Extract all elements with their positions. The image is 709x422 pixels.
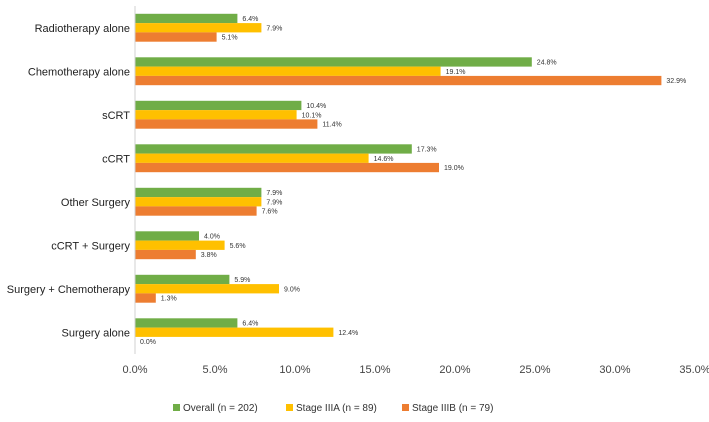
category-label: Other Surgery — [61, 197, 131, 209]
data-label: 5.9% — [234, 277, 250, 284]
data-label: 7.9% — [266, 190, 282, 197]
data-label: 19.1% — [446, 69, 466, 76]
bar — [135, 57, 532, 67]
data-label: 7.9% — [266, 199, 282, 206]
category-label: Surgery alone — [62, 327, 131, 339]
category-label: Surgery + Chemotherapy — [7, 284, 131, 296]
category-label: cCRT — [102, 153, 130, 165]
data-label: 1.3% — [161, 296, 177, 303]
bar — [135, 197, 262, 207]
legend-swatch — [402, 404, 409, 411]
data-label: 7.6% — [262, 209, 278, 216]
category-label: Radiotherapy alone — [35, 23, 130, 35]
data-label: 14.6% — [374, 156, 394, 163]
legend-label: Stage IIIA (n = 89) — [296, 403, 377, 414]
bars — [135, 13, 662, 337]
category-label: Chemotherapy alone — [28, 66, 130, 78]
category-label: cCRT + Surgery — [51, 240, 130, 252]
data-label: 24.8% — [537, 59, 557, 66]
bar — [135, 32, 217, 42]
x-tick-label: 5.0% — [202, 364, 227, 376]
bar — [135, 75, 662, 86]
bar — [135, 231, 199, 241]
data-label: 5.1% — [222, 35, 238, 42]
x-tick-label: 20.0% — [439, 364, 470, 376]
data-label: 19.0% — [444, 165, 464, 172]
bar — [135, 284, 279, 294]
data-label: 17.3% — [417, 146, 437, 153]
bar — [135, 187, 262, 198]
bar — [135, 110, 297, 120]
legend-swatch — [286, 404, 293, 411]
bar — [135, 249, 196, 260]
data-label: 5.6% — [230, 243, 246, 250]
bar — [135, 119, 318, 129]
bar — [135, 274, 230, 285]
bar — [135, 327, 334, 337]
x-axis-tick-labels: 0.0% 5.0% 10.0% 15.0% 20.0% 25.0% 30.0% 35.0% — [122, 364, 709, 376]
x-tick-label: 35.0% — [679, 364, 709, 376]
bar — [135, 100, 302, 111]
bar — [135, 162, 439, 173]
x-tick-label: 15.0% — [359, 364, 390, 376]
category-label: sCRT — [102, 110, 130, 122]
bar — [135, 23, 262, 33]
bar — [135, 144, 412, 154]
legend-label: Overall (n = 202) — [183, 403, 258, 414]
bar — [135, 153, 369, 163]
data-label: 10.1% — [302, 112, 322, 119]
data-label: 9.0% — [284, 286, 300, 293]
data-label: 32.9% — [666, 78, 686, 85]
category-labels: Radiotherapy alone Chemotherapy alone sCRT… — [7, 23, 131, 340]
data-label: 7.9% — [266, 25, 282, 32]
bar — [135, 318, 238, 328]
data-labels: 6.4% 7.9% 5.1% 24.8% 19.1% 32.9% 10.4% 10.1%11.… — [140, 16, 686, 346]
data-label: 11.4% — [322, 122, 341, 129]
data-label: 6.4% — [242, 320, 258, 327]
data-label: 12.4% — [338, 330, 358, 337]
bar — [135, 240, 225, 250]
x-tick-label: 10.0% — [279, 364, 310, 376]
x-tick-label: 25.0% — [519, 364, 550, 376]
data-label: 10.4% — [306, 103, 326, 110]
legend-swatch — [173, 404, 180, 411]
legend: Overall (n = 202) Stage IIIA (n = 89) Stag… — [173, 403, 493, 414]
data-label: 4.0% — [204, 233, 220, 240]
bar — [135, 13, 238, 24]
bar — [135, 293, 156, 303]
data-label: 0.0% — [140, 339, 156, 346]
x-tick-label: 0.0% — [122, 364, 147, 376]
data-label: 3.8% — [201, 252, 217, 259]
bar — [135, 66, 441, 76]
legend-label: Stage IIIB (n = 79) — [412, 403, 493, 414]
bar — [135, 206, 257, 216]
x-tick-label: 30.0% — [599, 364, 630, 376]
data-label: 6.4% — [242, 16, 258, 23]
